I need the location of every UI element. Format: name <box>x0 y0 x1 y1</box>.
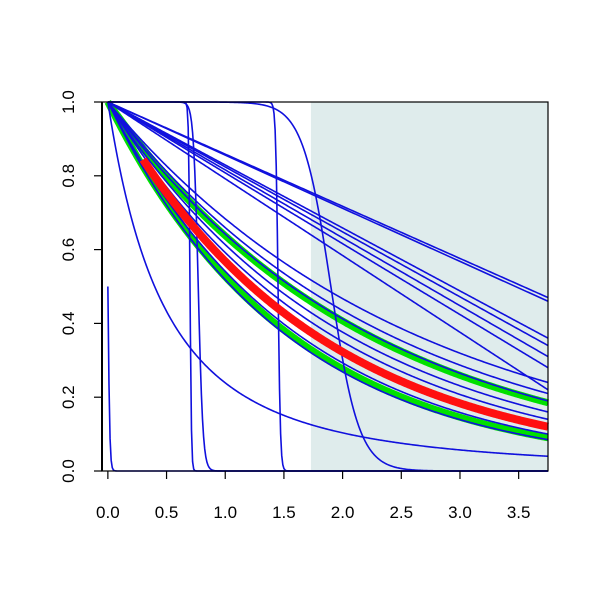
y-tick-label-2: 0.4 <box>59 312 78 336</box>
x-tick-label-7: 3.5 <box>507 503 531 522</box>
y-tick-label-1: 0.2 <box>59 385 78 409</box>
x-tick-label-5: 2.5 <box>389 503 413 522</box>
x-tick-label-3: 1.5 <box>272 503 296 522</box>
green-band-curve-0 <box>105 99 551 407</box>
decay-curve-5 <box>107 101 549 435</box>
decay-curve-6 <box>107 101 549 441</box>
linear-curve-4 <box>107 101 549 358</box>
x-tick-label-2: 1.0 <box>213 503 237 522</box>
decay-curve-1 <box>107 101 549 395</box>
linear-curve-2 <box>107 101 549 339</box>
y-axis: 0.0 0.2 0.4 0.6 0.8 1.0 <box>59 90 102 483</box>
x-tick-label-6: 3.0 <box>448 503 472 522</box>
slow-decay-curve <box>107 101 549 458</box>
y-tick-label-5: 1.0 <box>59 90 78 114</box>
x-axis: 0.0 0.5 1.0 1.5 2.0 2.5 3.0 3.5 <box>96 471 530 522</box>
y-tick-label-4: 0.8 <box>59 164 78 188</box>
x-tick-label-1: 0.5 <box>155 503 179 522</box>
green-band-curve-1 <box>104 100 551 442</box>
decay-curve-3 <box>107 101 549 413</box>
decay-curve-0 <box>107 101 549 384</box>
y-tick-label-3: 0.6 <box>59 238 78 262</box>
red-band-curve <box>139 157 551 431</box>
x-tick-label-0: 0.0 <box>96 503 120 522</box>
y-tick-label-0: 0.0 <box>59 459 78 483</box>
x-tick-label-4: 2.0 <box>331 503 355 522</box>
decay-curve-4 <box>107 101 549 421</box>
decay-curve-2 <box>107 101 549 402</box>
linear-curve-3 <box>107 101 549 347</box>
linear-curve-5 <box>107 101 549 369</box>
linear-curve-6 <box>107 101 549 391</box>
linear-curve-1 <box>107 101 549 299</box>
